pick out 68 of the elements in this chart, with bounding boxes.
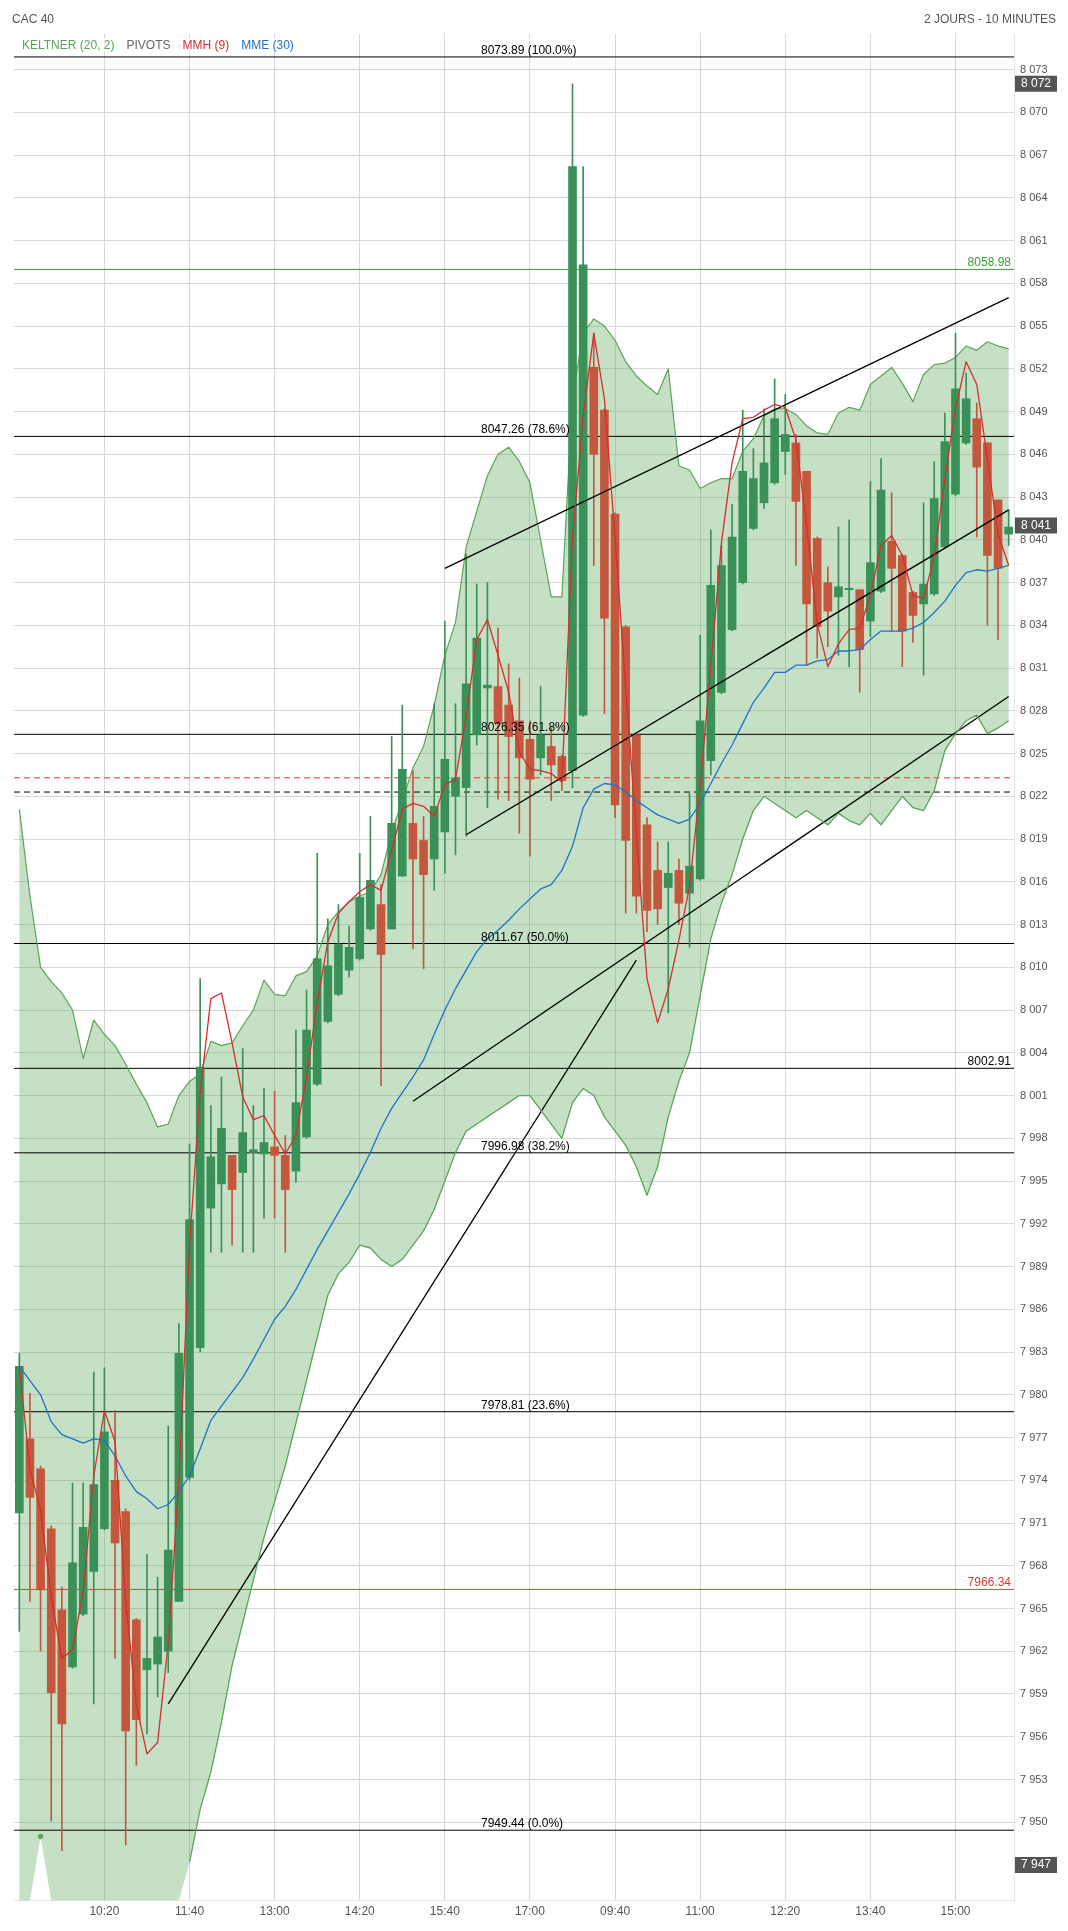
x-tick-label: 13:40 xyxy=(855,1904,886,1919)
x-tick-label: 09:40 xyxy=(600,1904,631,1919)
y-tick-label: 8 052 xyxy=(1020,361,1048,374)
chart-subtitle: 2 JOURS - 10 MINUTES xyxy=(923,12,1056,26)
text: KELTNER (20, 2) xyxy=(22,38,115,52)
y-tick-label: 8 061 xyxy=(1020,233,1048,246)
x-tick-label: 15:40 xyxy=(429,1904,461,1919)
x-tick-label: 12:20 xyxy=(770,1904,801,1919)
ref-line-label: 8073.89 (100.0%) xyxy=(481,42,577,57)
y-tick-label: 7 974 xyxy=(1020,1473,1048,1486)
y-tick-label: 8 007 xyxy=(1020,1003,1048,1016)
y-tick-label: 8 043 xyxy=(1020,490,1048,503)
annotation: 7 947 xyxy=(1020,1857,1052,1872)
y-tick-label: 7 983 xyxy=(1020,1345,1048,1358)
y-tick-label: 7 986 xyxy=(1020,1302,1048,1315)
y-tick-label: 7 959 xyxy=(1020,1687,1048,1700)
y-tick-label: 8 067 xyxy=(1020,148,1048,161)
y-tick-label: 8 004 xyxy=(1020,1045,1048,1058)
y-tick-label: 8 073 xyxy=(1020,62,1048,75)
y-tick-label: 8 025 xyxy=(1020,746,1048,759)
annotation: PIVOTS xyxy=(126,38,171,52)
y-tick-label: 7 989 xyxy=(1020,1259,1048,1272)
y-tick-label: 8 046 xyxy=(1020,447,1048,460)
ref-line-label: 7978.81 (23.6%) xyxy=(481,1397,570,1412)
y-tick-label: 7 953 xyxy=(1020,1772,1048,1785)
y-tick-label: 7 995 xyxy=(1020,1174,1048,1187)
y-tick-label: 8 040 xyxy=(1020,532,1048,545)
y-tick-label: 7 980 xyxy=(1020,1387,1048,1400)
y-tick-label: 7 956 xyxy=(1020,1729,1048,1742)
y-tick-label: 8 019 xyxy=(1020,832,1048,845)
y-tick-label: 8 037 xyxy=(1020,575,1048,588)
x-tick-label: 10:20 xyxy=(89,1904,120,1919)
ref-line-label: 7949.44 (0.0%) xyxy=(481,1816,564,1831)
y-tick-label: 8 028 xyxy=(1020,703,1048,716)
x-tick-label: 17:00 xyxy=(514,1904,546,1919)
x-tick-label: 14:20 xyxy=(344,1904,376,1919)
x-tick-label: 11:00 xyxy=(685,1904,716,1919)
y-tick-label: 8 064 xyxy=(1020,190,1048,203)
x-tick-label: 15:00 xyxy=(940,1904,971,1919)
y-tick-label: 8 022 xyxy=(1020,789,1048,802)
y-tick-label: 7 965 xyxy=(1020,1601,1048,1614)
y-tick-label: 7 998 xyxy=(1020,1131,1048,1144)
y-tick-label: 7 977 xyxy=(1020,1430,1048,1443)
x-tick-label: 13:00 xyxy=(259,1904,290,1919)
ref-line-label: 7966.34 xyxy=(967,1575,1012,1590)
ref-line-label: 8058.98 xyxy=(967,255,1012,270)
y-tick-label: 7 950 xyxy=(1020,1815,1048,1828)
text: MME (30) xyxy=(241,38,294,52)
y-tick-label: 7 992 xyxy=(1020,1216,1048,1229)
y-tick-label: 8 031 xyxy=(1020,661,1048,674)
y-tick-label: 8 049 xyxy=(1020,404,1048,417)
y-tick-label: 8 013 xyxy=(1020,917,1048,930)
y-tick-label: 8 001 xyxy=(1020,1088,1048,1101)
annotation: 8 041 xyxy=(1020,517,1052,532)
y-tick-label: 7 962 xyxy=(1020,1644,1048,1657)
ref-line-label: 8002.91 xyxy=(967,1054,1012,1069)
y-tick-label: 8 058 xyxy=(1020,276,1048,289)
y-tick-label: 8 070 xyxy=(1020,105,1048,118)
y-tick-label: 8 055 xyxy=(1020,319,1048,332)
y-tick-label: 8 010 xyxy=(1020,960,1048,973)
y-tick-label: 7 968 xyxy=(1020,1558,1048,1571)
chart-title: CAC 40 xyxy=(12,12,55,26)
annotation: 8 072 xyxy=(1020,76,1052,91)
y-tick-label: 8 016 xyxy=(1020,874,1048,887)
text: MMH (9) xyxy=(182,38,230,52)
y-tick-label: 7 971 xyxy=(1020,1516,1048,1529)
y-tick-label: 8 034 xyxy=(1020,618,1048,631)
x-tick-label: 11:40 xyxy=(174,1904,205,1919)
